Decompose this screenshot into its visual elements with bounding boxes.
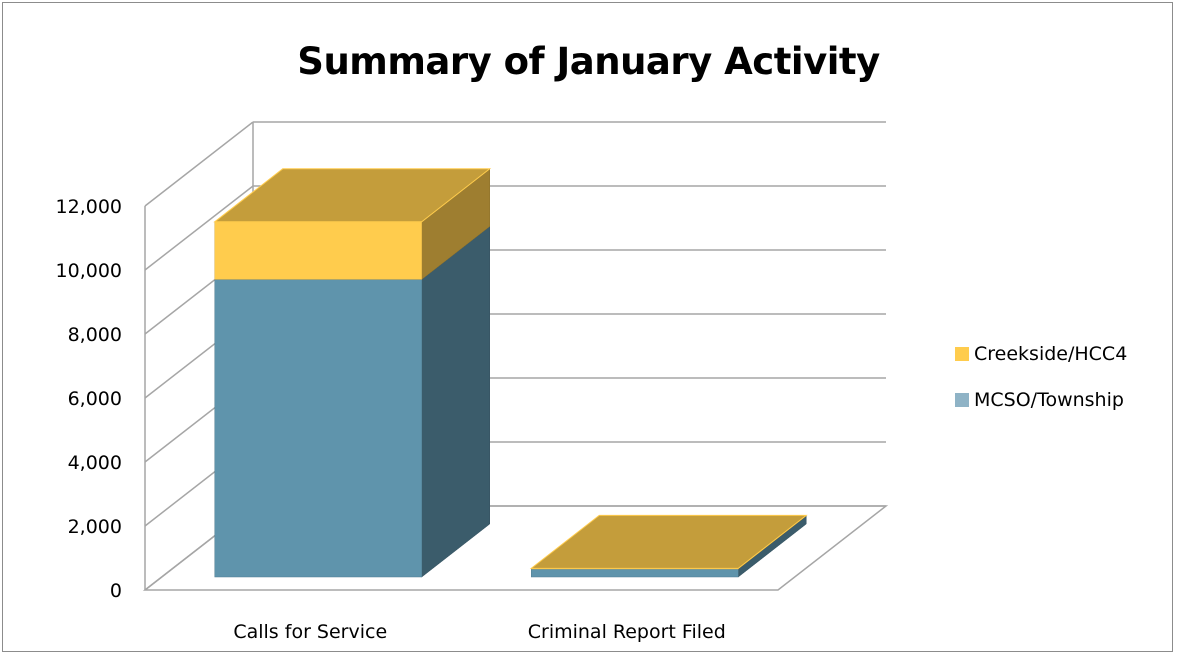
legend-item: MCSO/Township <box>955 388 1127 412</box>
bar-top <box>213 168 492 223</box>
y-tick-label: 6,000 <box>68 388 122 410</box>
y-tick-label: 10,000 <box>56 260 122 282</box>
bar-top <box>529 514 808 569</box>
gridline-diagonal <box>144 121 254 207</box>
y-tick-label: 0 <box>110 580 122 602</box>
legend-label: Creekside/HCC4 <box>974 343 1128 365</box>
chart-title: Summary of January Activity <box>297 40 880 83</box>
bar-mcso-township <box>531 568 739 578</box>
x-category-label: Calls for Service <box>233 621 387 643</box>
y-tick-label: 2,000 <box>68 516 122 538</box>
bar-creekside-hcc4 <box>214 221 422 280</box>
legend-label: MCSO/Township <box>974 389 1124 411</box>
legend: Creekside/HCC4 MCSO/Township <box>955 342 1127 434</box>
y-tick-label: 4,000 <box>68 452 122 474</box>
bar-side <box>421 225 490 578</box>
gridline-diagonal <box>144 185 254 271</box>
legend-swatch <box>955 393 969 407</box>
legend-swatch <box>955 347 969 361</box>
y-tick-label: 8,000 <box>68 324 122 346</box>
y-tick-label: 12,000 <box>56 196 122 218</box>
legend-item: Creekside/HCC4 <box>955 342 1127 366</box>
bar-mcso-township <box>214 279 422 578</box>
x-category-label: Criminal Report Filed <box>528 621 726 643</box>
